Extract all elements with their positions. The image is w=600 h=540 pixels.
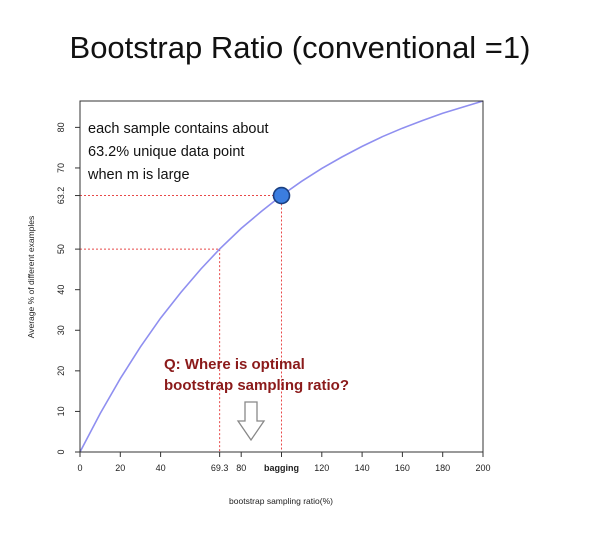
y-tick-label: 30 <box>56 325 66 335</box>
y-axis-title: Average % of different examples <box>26 216 36 339</box>
x-axis: 0 20 40 69.3 80 bagging 120 140 160 180 200 <box>77 452 491 473</box>
x-tick-label: 0 <box>77 463 82 473</box>
x-tick-label: 140 <box>355 463 370 473</box>
y-tick-label: 0 <box>56 449 66 454</box>
guide-lines <box>80 195 282 452</box>
x-tick-label: bagging <box>264 463 299 473</box>
annotation-line: 63.2% unique data point <box>88 144 244 160</box>
y-tick-label: 50 <box>56 244 66 254</box>
x-tick-label: 40 <box>156 463 166 473</box>
x-axis-title: bootstrap sampling ratio(%) <box>229 496 333 506</box>
down-arrow-icon <box>236 401 266 442</box>
annotation-text: each sample contains about 63.2% unique … <box>87 121 273 183</box>
y-tick-label: 10 <box>56 406 66 416</box>
x-tick-label: 80 <box>236 463 246 473</box>
y-tick-label: 20 <box>56 366 66 376</box>
y-tick-label: 63.2 <box>56 187 66 205</box>
y-tick-label: 80 <box>56 122 66 132</box>
question-text: Q: Where is optimal bootstrap sampling r… <box>164 356 349 394</box>
y-tick-label: 70 <box>56 163 66 173</box>
x-tick-label: 20 <box>115 463 125 473</box>
x-tick-label: 160 <box>395 463 410 473</box>
y-tick-label: 40 <box>56 285 66 295</box>
question-line: Q: Where is optimal <box>164 356 305 373</box>
annotation-line: when m is large <box>87 167 190 183</box>
x-tick-label: 69.3 <box>211 463 229 473</box>
question-line: bootstrap sampling ratio? <box>164 377 349 394</box>
slide-title: Bootstrap Ratio (conventional =1) <box>69 30 531 65</box>
y-axis: 0 10 20 30 40 50 63.2 70 80 <box>56 122 80 455</box>
highlight-point-marker <box>272 186 291 205</box>
x-tick-label: 120 <box>314 463 329 473</box>
annotation-line: each sample contains about <box>88 121 269 137</box>
x-tick-label: 200 <box>475 463 490 473</box>
x-tick-label: 180 <box>435 463 450 473</box>
